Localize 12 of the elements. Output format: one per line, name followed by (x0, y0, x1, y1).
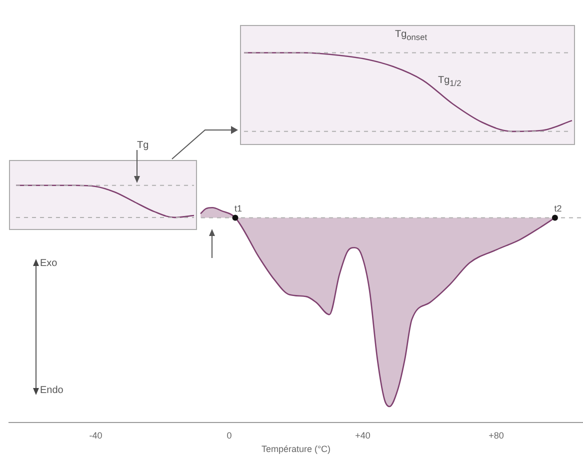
annotation: Exo (40, 258, 58, 269)
annotation: Tg$_{1/2}$ (438, 75, 462, 89)
text: Tg (137, 140, 149, 151)
x-axis-title: Température (°C) (261, 444, 331, 454)
annotation: t1 (234, 204, 242, 214)
x-tick-label: +80 (488, 430, 504, 440)
x-tick-label: -40 (89, 430, 102, 440)
annotation: Endo (40, 385, 64, 396)
x-tick-label: 0 (226, 430, 232, 440)
annotation: t2 (554, 204, 562, 214)
x-tick-label: +40 (355, 430, 370, 440)
text: Tg$_{onset}$ (395, 29, 428, 43)
